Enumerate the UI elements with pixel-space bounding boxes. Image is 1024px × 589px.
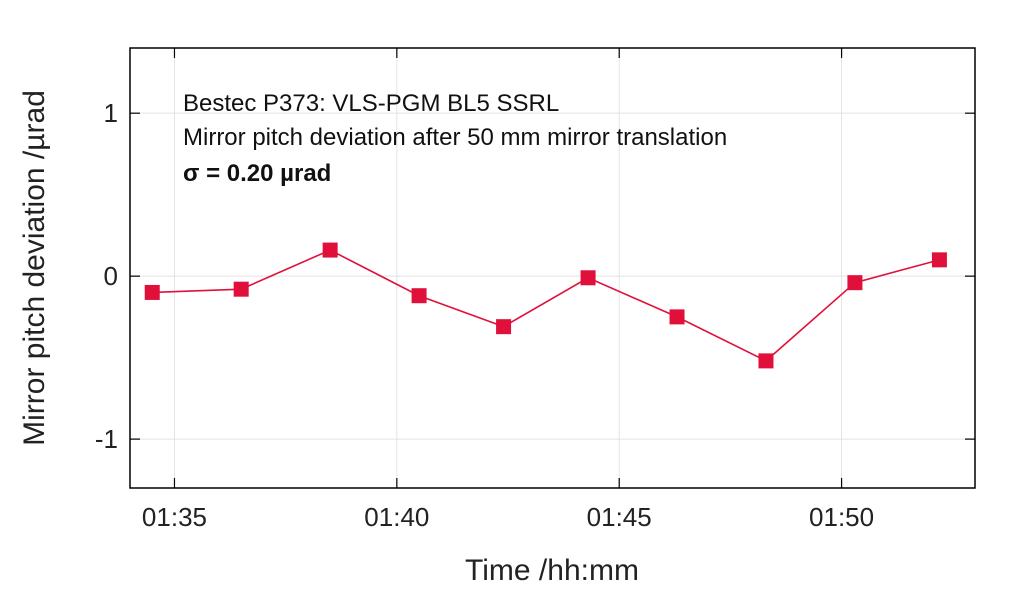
data-point-1 xyxy=(233,281,249,297)
data-point-5 xyxy=(580,270,596,286)
data-point-8 xyxy=(847,275,863,291)
annotation-sigma: σ = 0.20 µrad xyxy=(183,160,331,187)
data-point-6 xyxy=(669,309,685,325)
y-tick-label-1: 0 xyxy=(104,261,118,291)
data-point-3 xyxy=(411,288,427,304)
y-axis-label: Mirror pitch deviation /µrad xyxy=(18,90,51,446)
series xyxy=(144,242,947,369)
data-point-7 xyxy=(758,353,774,369)
annotation-line-2: Mirror pitch deviation after 50 mm mirro… xyxy=(183,124,727,151)
data-point-9 xyxy=(931,252,947,268)
data-point-2 xyxy=(322,242,338,258)
x-tick-label-0: 01:35 xyxy=(142,502,207,532)
annotations: Bestec P373: VLS-PGM BL5 SSRL Mirror pit… xyxy=(183,90,727,187)
y-axis-tick-labels: 1 0 -1 xyxy=(95,98,118,454)
data-point-0 xyxy=(144,284,160,300)
x-tick-label-1: 01:40 xyxy=(364,502,429,532)
y-tick-label-2: -1 xyxy=(95,424,118,454)
data-point-4 xyxy=(496,319,512,335)
y-tick-label-0: 1 xyxy=(104,98,118,128)
x-tick-label-2: 01:45 xyxy=(587,502,652,532)
series-line-0 xyxy=(152,249,940,362)
axis-ticks xyxy=(130,48,975,488)
plot-frame xyxy=(129,47,976,489)
x-axis-label: Time /hh:mm xyxy=(465,554,639,587)
annotation-line-1: Bestec P373: VLS-PGM BL5 SSRL xyxy=(183,90,559,117)
x-tick-label-3: 01:50 xyxy=(809,502,874,532)
x-axis-tick-labels: 01:35 01:40 01:45 01:50 xyxy=(142,502,874,532)
